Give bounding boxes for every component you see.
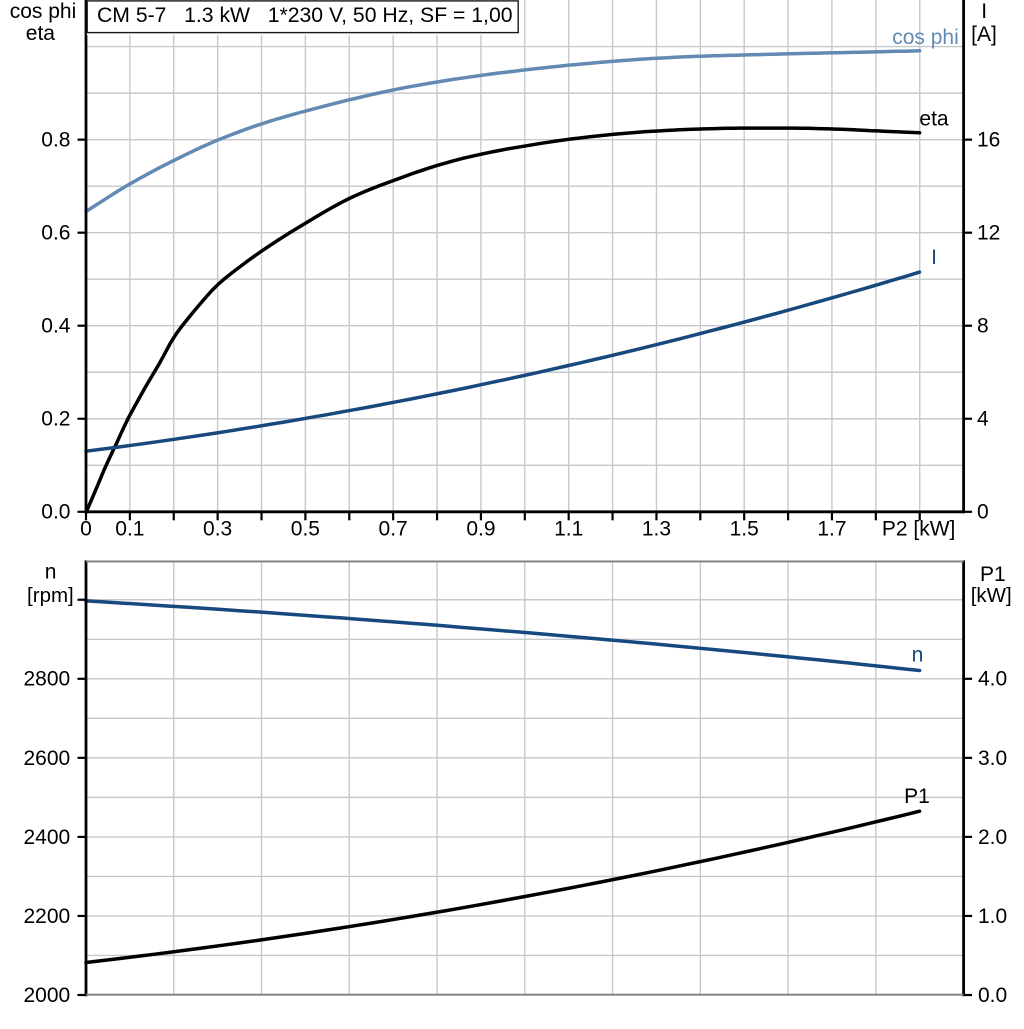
svg-text:0.7: 0.7 xyxy=(379,517,408,540)
svg-text:I: I xyxy=(981,0,987,23)
svg-text:1.1: 1.1 xyxy=(554,517,583,540)
svg-text:4: 4 xyxy=(977,408,989,431)
svg-text:eta: eta xyxy=(26,22,56,45)
svg-text:[rpm]: [rpm] xyxy=(27,584,74,607)
svg-text:2200: 2200 xyxy=(23,905,70,928)
svg-text:2600: 2600 xyxy=(23,747,70,770)
svg-text:16: 16 xyxy=(977,129,1000,152)
svg-text:1.5: 1.5 xyxy=(730,517,759,540)
svg-text:1.7: 1.7 xyxy=(817,517,846,540)
svg-text:0.5: 0.5 xyxy=(291,517,320,540)
svg-text:12: 12 xyxy=(977,222,1000,245)
svg-text:0: 0 xyxy=(977,501,989,524)
svg-text:8: 8 xyxy=(977,315,989,338)
svg-text:2400: 2400 xyxy=(23,826,70,849)
svg-text:0.0: 0.0 xyxy=(41,501,70,524)
svg-text:2.0: 2.0 xyxy=(978,826,1007,849)
svg-text:2800: 2800 xyxy=(23,668,70,691)
svg-text:0.6: 0.6 xyxy=(41,222,70,245)
svg-text:2000: 2000 xyxy=(23,984,70,1007)
svg-text:1.3: 1.3 xyxy=(642,517,671,540)
svg-text:[A]: [A] xyxy=(971,23,997,46)
svg-text:0: 0 xyxy=(80,517,92,540)
svg-text:CM 5-7 1.3 kW 1*230 V, 50: CM 5-7 1.3 kW 1*230 V, 50 Hz, SF = 1,00 xyxy=(97,4,513,27)
svg-text:3.0: 3.0 xyxy=(978,747,1007,770)
svg-text:0.2: 0.2 xyxy=(41,408,70,431)
svg-text:0.4: 0.4 xyxy=(41,315,71,338)
svg-text:[kW]: [kW] xyxy=(971,584,1012,607)
svg-text:0.9: 0.9 xyxy=(466,517,495,540)
svg-text:0.3: 0.3 xyxy=(203,517,232,540)
svg-text:cos phi: cos phi xyxy=(10,0,77,23)
svg-text:0.0: 0.0 xyxy=(978,984,1007,1007)
svg-text:P1: P1 xyxy=(980,563,1006,586)
svg-text:n: n xyxy=(912,644,924,667)
svg-text:1.0: 1.0 xyxy=(978,905,1007,928)
svg-text:eta: eta xyxy=(919,108,949,131)
svg-text:cos phi: cos phi xyxy=(892,26,959,49)
svg-text:4.0: 4.0 xyxy=(978,668,1007,691)
svg-text:P1: P1 xyxy=(904,785,930,808)
svg-text:0.1: 0.1 xyxy=(115,517,144,540)
svg-text:P2 [kW]: P2 [kW] xyxy=(882,517,956,540)
svg-text:n: n xyxy=(45,560,57,583)
svg-text:I: I xyxy=(931,246,937,269)
svg-text:0.8: 0.8 xyxy=(41,129,70,152)
